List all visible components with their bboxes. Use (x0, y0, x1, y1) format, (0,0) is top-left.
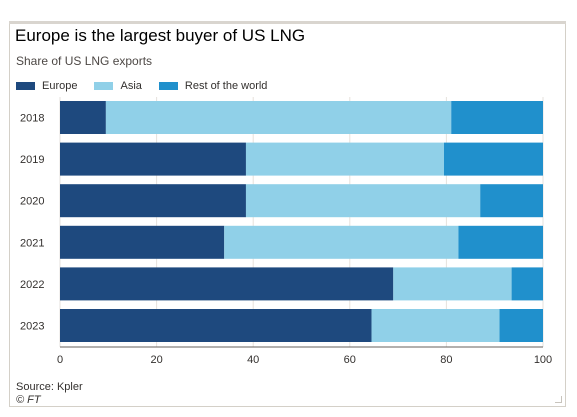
bar-2020-rest-of-the-world (480, 184, 543, 218)
bar-2021-europe (60, 225, 225, 259)
legend-item-rest: Rest of the world (158, 80, 268, 92)
legend-label-asia: Asia (120, 80, 142, 92)
legend: Europe Asia Rest of the world (16, 79, 284, 93)
bar-2023-asia (371, 309, 500, 342)
y-tick-label-2021: 2021 (20, 237, 44, 249)
bar-2019-asia (245, 142, 444, 176)
top-rule (9, 21, 566, 24)
legend-item-asia: Asia (94, 80, 142, 92)
resize-corner (555, 396, 562, 403)
y-tick-label-2020: 2020 (20, 196, 44, 208)
bar-2022-rest-of-the-world (511, 267, 543, 301)
x-tick-label-80: 80 (440, 354, 452, 366)
bar-2022-asia (393, 267, 512, 301)
bar-2018-asia (105, 101, 452, 134)
ft-credit: © FT (16, 394, 41, 406)
x-tick-label-0: 0 (57, 354, 63, 366)
x-tick-label-40: 40 (247, 354, 259, 366)
legend-swatch-europe (16, 82, 35, 90)
y-tick-label-2019: 2019 (20, 154, 44, 166)
x-tick-label-60: 60 (344, 354, 356, 366)
bar-2020-asia (245, 184, 481, 218)
bar-2021-asia (224, 225, 459, 259)
legend-swatch-asia (94, 82, 114, 90)
bar-2020-europe (60, 184, 246, 218)
bar-2021-rest-of-the-world (458, 225, 543, 259)
bar-2018-rest-of-the-world (451, 101, 543, 134)
legend-item-europe: Europe (16, 80, 77, 92)
chart-subtitle: Share of US LNG exports (16, 54, 153, 68)
y-tick-label-2018: 2018 (20, 113, 44, 125)
source-block: Source: Kpler © FT (16, 381, 83, 407)
bar-2022-europe (60, 267, 394, 301)
legend-label-europe: Europe (42, 80, 78, 92)
x-tick-label-20: 20 (150, 354, 162, 366)
legend-label-rest: Rest of the world (184, 80, 268, 92)
bar-2018-europe (60, 101, 106, 134)
chart-title: Europe is the largest buyer of US LNG (15, 26, 306, 45)
x-tick-label-100: 100 (534, 354, 552, 366)
bar-2023-rest-of-the-world (499, 309, 543, 342)
bar-2023-europe (60, 309, 372, 342)
bar-2019-rest-of-the-world (443, 142, 543, 176)
bar-2019-europe (60, 142, 246, 176)
y-tick-label-2022: 2022 (20, 279, 44, 291)
source-note: Source: Kpler (16, 381, 83, 393)
y-tick-label-2023: 2023 (20, 321, 44, 333)
legend-swatch-rest (158, 82, 178, 90)
